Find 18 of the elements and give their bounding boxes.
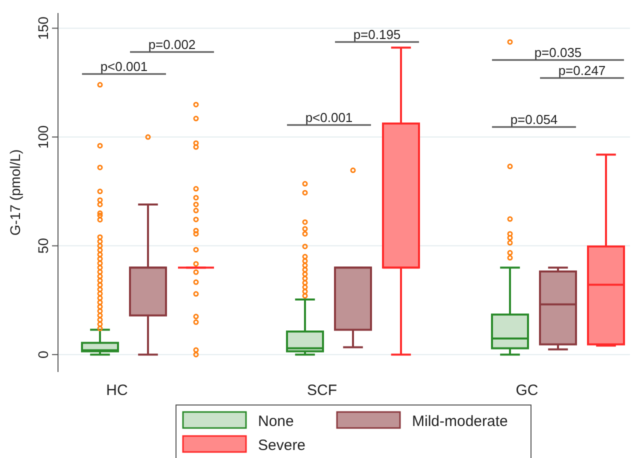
y-tick-label: 150 [35,16,51,40]
y-tick-label: 100 [35,125,51,149]
legend-label: None [258,413,294,430]
annotation: p=0.054 [510,112,558,127]
legend-label: Severe [258,437,306,454]
x-tick-label: SCF [307,382,337,399]
legend-label: Mild-moderate [412,413,508,430]
annotation: p=0.035 [534,45,582,60]
y-tick-label: 50 [35,238,51,254]
y-tick-label: 0 [35,350,51,358]
x-tick-label: GC [516,382,538,399]
annotation: p=0.247 [558,63,606,78]
x-tick-label: HC [106,382,128,399]
y-axis-title: G-17 (pmol/L) [7,149,23,236]
annotation: p<0.001 [305,110,353,125]
annotation: p=0.002 [148,37,196,52]
annotation: p<0.001 [100,59,148,74]
annotation: p=0.195 [353,27,401,42]
